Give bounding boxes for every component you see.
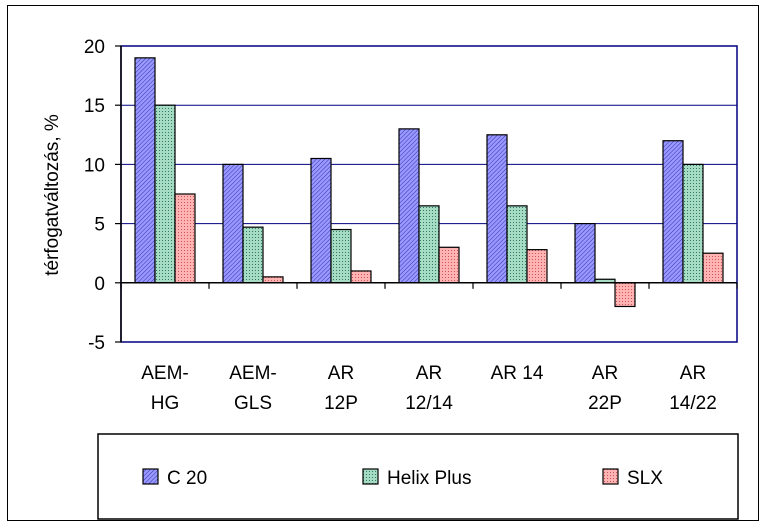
legend-label: SLX (627, 468, 663, 489)
bar-c-20 (486, 134, 508, 284)
y-tick-label: 0 (94, 274, 105, 295)
category-label-line: 22P (588, 393, 622, 414)
category-label-line: AR (416, 363, 442, 384)
legend-label: C 20 (167, 468, 207, 489)
bar-helix-plus (154, 104, 176, 284)
y-tick-label: 10 (84, 155, 105, 176)
bar-helix-plus (418, 205, 440, 284)
bar-helix-plus (506, 205, 528, 284)
bar-helix-plus (682, 163, 704, 284)
bar-slx (614, 282, 636, 308)
bar-slx (174, 193, 196, 284)
bar-slx (526, 249, 548, 284)
category-label-line: AR (328, 363, 354, 384)
bar-c-20 (574, 223, 596, 284)
bar-helix-plus (330, 228, 352, 284)
plot-area (120, 45, 738, 343)
bar-slx (262, 276, 284, 284)
category-label: AR 22P (588, 363, 622, 414)
category-label-line: AR (680, 363, 706, 384)
category-label-line: AEM- (141, 363, 189, 384)
axes (115, 45, 738, 343)
category-label-line: 12/14 (405, 393, 453, 414)
bar-c-20 (222, 163, 244, 284)
bar-slx (702, 252, 724, 284)
category-label: AR 12/14 (405, 363, 453, 414)
category-label-line: AR (592, 363, 618, 384)
bar-c-20 (662, 140, 684, 284)
legend-swatch (142, 468, 159, 485)
legend-swatch (602, 468, 619, 485)
category-label-line: 12P (324, 393, 358, 414)
y-tick-label: -5 (88, 333, 105, 354)
y-tick-labels: -5 0 5 10 15 20 (84, 37, 105, 354)
bar-c-20 (398, 128, 420, 284)
category-label-line: GLS (234, 393, 272, 414)
bar-helix-plus (242, 226, 264, 284)
y-tick-label: 15 (84, 96, 105, 117)
category-label: AEM- GLS (229, 363, 277, 414)
category-label-line: 14/22 (669, 393, 717, 414)
y-axis-title: térfogatváltozás, % (42, 114, 63, 276)
y-tick-label: 20 (84, 37, 105, 58)
category-label-line: AR 14 (491, 363, 544, 384)
legend-box (97, 433, 739, 520)
category-label: AEM- HG (141, 363, 189, 414)
legend-swatch (362, 468, 379, 485)
legend: C 20 Helix Plus SLX (142, 468, 663, 489)
bar-slx (350, 270, 372, 284)
y-tick-label: 5 (94, 215, 105, 236)
category-label: AR 14 (491, 363, 544, 384)
category-label: AR 12P (324, 363, 358, 414)
category-label: AR 14/22 (669, 363, 717, 414)
category-label-line: AEM- (229, 363, 277, 384)
category-label-line: HG (151, 393, 180, 414)
bar-c-20 (310, 157, 332, 284)
bar-c-20 (134, 57, 156, 284)
bar-slx (438, 246, 460, 284)
category-labels: AEM- HG AEM- GLS AR 12P AR 12/14 AR 14 AR 22P AR 14/… (141, 363, 717, 414)
legend-label: Helix Plus (387, 468, 471, 489)
bars (134, 57, 724, 308)
